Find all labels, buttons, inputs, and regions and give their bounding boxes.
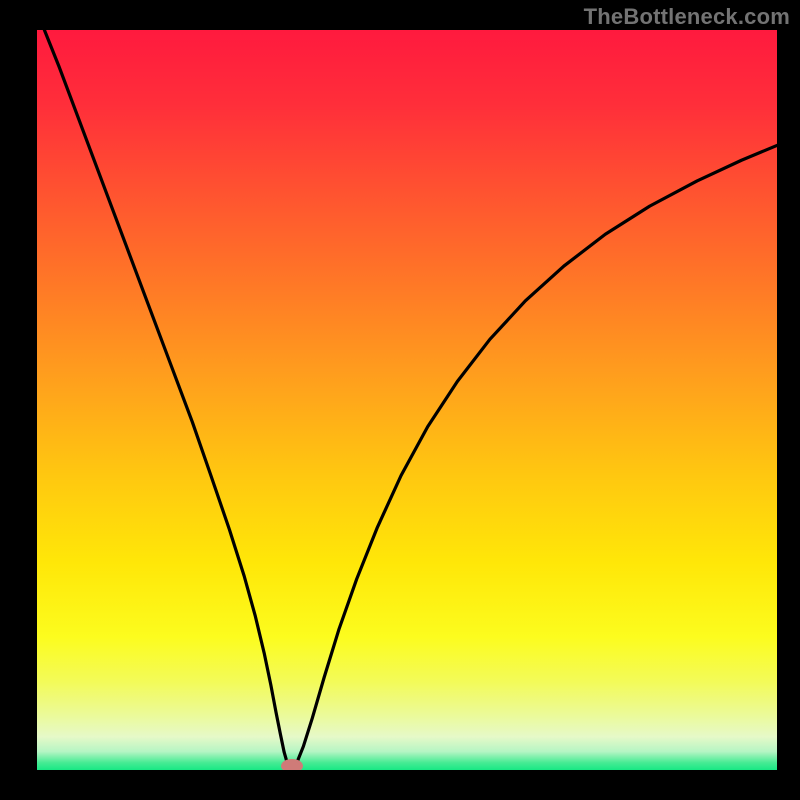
optimum-marker bbox=[281, 759, 303, 770]
chart-container: { "watermark": { "text": "TheBottleneck.… bbox=[0, 0, 800, 800]
bottleneck-curve bbox=[37, 30, 777, 770]
curve-path bbox=[44, 30, 777, 770]
watermark-text: TheBottleneck.com bbox=[584, 4, 790, 30]
plot-area bbox=[37, 30, 777, 770]
